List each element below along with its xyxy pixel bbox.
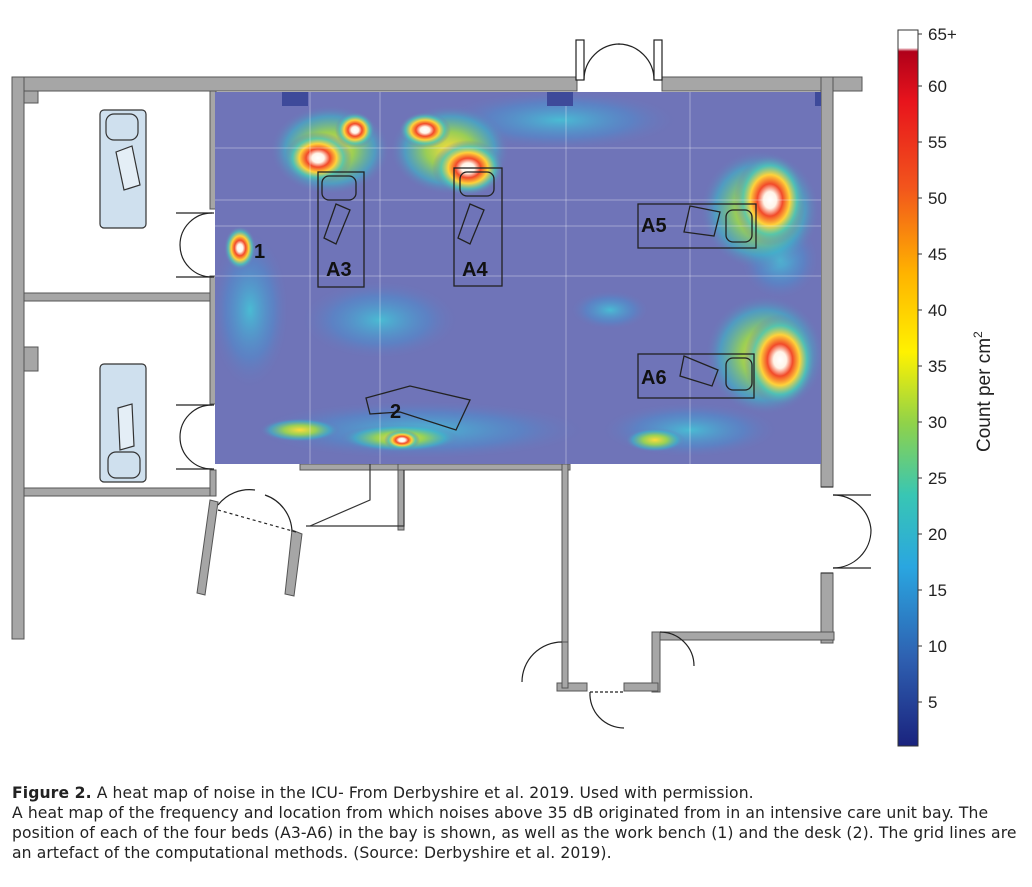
doors [176,39,872,729]
colorbar-tick-65: 65+ [928,25,957,44]
colorbar-tick-30: 30 [928,413,947,432]
figure-label: Figure 2. [12,784,92,802]
colorbar-tick-25: 25 [928,469,947,488]
colorbar-tick-20: 20 [928,525,947,544]
colorbar: 65+ 60 55 50 45 40 35 30 25 20 15 10 5 C… [897,25,995,747]
icu-noise-heatmap-figure: A3 A4 A5 A6 1 2 65+ 60 55 50 45 40 35 30 [11,25,995,747]
colorbar-tick-45: 45 [928,245,947,264]
floor-plan-walls [11,76,863,693]
marker-label-work-bench: 1 [254,241,265,263]
colorbar-tick-15: 15 [928,581,947,600]
bed-label-a5: A5 [641,215,667,237]
colorbar-tick-60: 60 [928,77,947,96]
marker-label-desk: 2 [390,401,401,423]
bed-label-a6: A6 [641,367,667,389]
colorbar-tick-50: 50 [928,189,947,208]
caption-body: A heat map of the frequency and location… [12,804,1017,862]
bed-a3 [317,171,365,288]
caption-title-line: Figure 2. A heat map of noise in the ICU… [12,783,1027,803]
colorbar-tick-55: 55 [928,133,947,152]
colorbar-tick-5: 5 [928,693,937,712]
side-room-beds [99,109,147,483]
figure-caption: Figure 2. A heat map of noise in the ICU… [12,783,1027,863]
colorbar-tick-35: 35 [928,357,947,376]
heatmap-bay [215,92,821,464]
bed-label-a3: A3 [326,259,352,281]
bed-a6 [637,353,755,399]
bed-a4 [453,167,503,287]
caption-title: A heat map of noise in the ICU- From Der… [91,784,754,802]
bed-a5 [637,203,757,249]
colorbar-tick-40: 40 [928,301,947,320]
colorbar-title: Count per cm2 [971,331,995,452]
bed-label-a4: A4 [462,259,488,281]
floor-plan-thin-lines [306,464,833,574]
colorbar-title-superscript: 2 [971,331,985,338]
bay-beds [317,167,757,431]
colorbar-tick-10: 10 [928,637,947,656]
desk-outline [365,385,471,431]
